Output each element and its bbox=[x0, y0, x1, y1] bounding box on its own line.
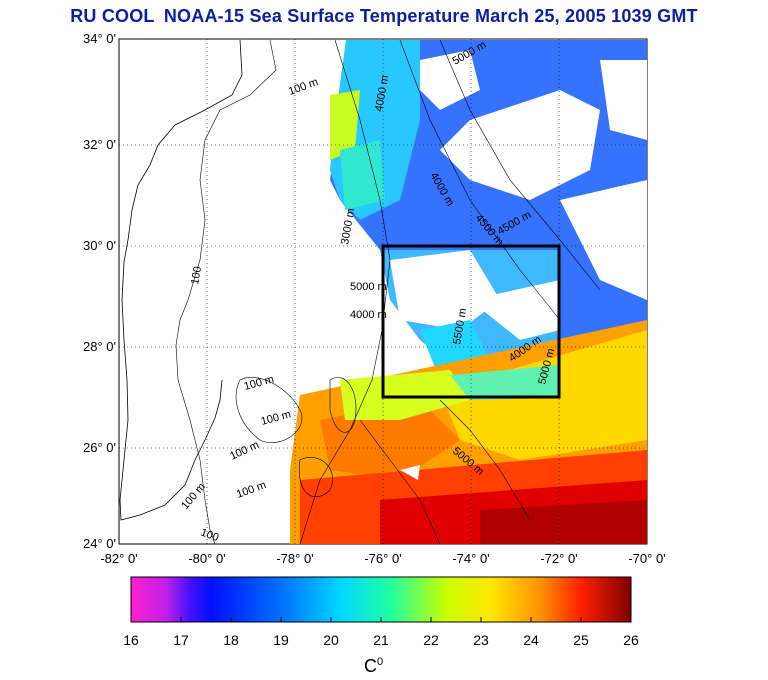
colorbar-tick-label: 19 bbox=[273, 632, 289, 648]
unit-sup: 0 bbox=[377, 656, 384, 668]
sst-imagery bbox=[290, 40, 647, 544]
colorbar-tick-label: 22 bbox=[423, 632, 439, 648]
title-text: NOAA-15 Sea Surface Temperature March 25… bbox=[163, 6, 698, 26]
contour-label: 5000 m bbox=[350, 281, 387, 293]
colorbar-tick-label: 21 bbox=[373, 632, 389, 648]
lon-tick-label: -82° 0' bbox=[100, 551, 138, 566]
lat-tick-label: 30° 0' bbox=[83, 238, 116, 253]
colorbar-tick-label: 26 bbox=[623, 632, 639, 648]
lat-tick-label: 34° 0' bbox=[83, 31, 116, 46]
lon-tick-label: -74° 0' bbox=[452, 551, 490, 566]
lon-tick-label: -78° 0' bbox=[276, 551, 314, 566]
contour-label: 100 bbox=[199, 527, 220, 545]
map-title: RU COOL NOAA-15 Sea Surface Temperature … bbox=[0, 6, 768, 27]
lat-tick-label: 32° 0' bbox=[83, 137, 116, 152]
lat-tick-label: 28° 0' bbox=[83, 339, 116, 354]
colorbar-tick-label: 24 bbox=[523, 632, 539, 648]
colorbar-tick-label: 23 bbox=[473, 632, 489, 648]
contour-label: 100 bbox=[189, 265, 204, 285]
colorbar-tick-label: 17 bbox=[173, 632, 189, 648]
study-region-box bbox=[381, 244, 561, 399]
lon-tick-label: -80° 0' bbox=[188, 551, 226, 566]
lon-tick-label: -70° 0' bbox=[628, 551, 666, 566]
colorbar-unit: C0 bbox=[364, 656, 383, 677]
lon-tick-label: -72° 0' bbox=[540, 551, 578, 566]
unit-base: C bbox=[364, 656, 377, 676]
lat-tick-label: 26° 0' bbox=[83, 440, 116, 455]
org-label: RU COOL bbox=[70, 6, 155, 26]
contour-label: 4000 m bbox=[350, 309, 387, 321]
colorbar-tick-label: 18 bbox=[223, 632, 239, 648]
lat-tick-label: 24° 0' bbox=[83, 536, 116, 551]
coastline bbox=[119, 39, 243, 521]
colorbar-tick-label: 25 bbox=[573, 632, 589, 648]
lon-tick-label: -76° 0' bbox=[364, 551, 402, 566]
colorbar-tick-label: 20 bbox=[323, 632, 339, 648]
colorbar-tick-label: 16 bbox=[123, 632, 139, 648]
colorbar-gradient bbox=[130, 576, 632, 623]
